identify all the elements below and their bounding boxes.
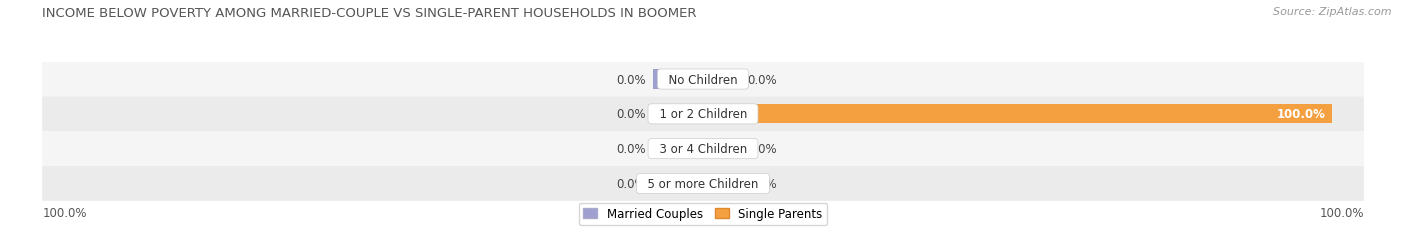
Bar	[652, 105, 703, 124]
FancyBboxPatch shape	[42, 97, 1364, 132]
Text: 0.0%: 0.0%	[617, 73, 647, 86]
Text: 100.0%: 100.0%	[1319, 207, 1364, 219]
Text: Source: ZipAtlas.com: Source: ZipAtlas.com	[1274, 7, 1392, 17]
Text: 0.0%: 0.0%	[747, 143, 776, 155]
FancyBboxPatch shape	[42, 62, 1364, 97]
Text: 0.0%: 0.0%	[617, 177, 647, 190]
FancyBboxPatch shape	[42, 132, 1364, 166]
Text: 100.0%: 100.0%	[42, 207, 87, 219]
Bar	[652, 70, 703, 89]
Text: 0.0%: 0.0%	[747, 177, 776, 190]
Bar	[703, 105, 1333, 124]
Bar	[652, 140, 703, 158]
Text: 0.0%: 0.0%	[617, 143, 647, 155]
Legend: Married Couples, Single Parents: Married Couples, Single Parents	[579, 203, 827, 225]
Bar	[703, 140, 741, 158]
Text: 3 or 4 Children: 3 or 4 Children	[651, 143, 755, 155]
Bar	[703, 174, 741, 193]
FancyBboxPatch shape	[42, 166, 1364, 201]
Text: INCOME BELOW POVERTY AMONG MARRIED-COUPLE VS SINGLE-PARENT HOUSEHOLDS IN BOOMER: INCOME BELOW POVERTY AMONG MARRIED-COUPL…	[42, 7, 697, 20]
Bar	[652, 174, 703, 193]
Text: 0.0%: 0.0%	[747, 73, 776, 86]
Bar	[703, 70, 741, 89]
Text: 1 or 2 Children: 1 or 2 Children	[651, 108, 755, 121]
Text: 100.0%: 100.0%	[1277, 108, 1326, 121]
Text: 0.0%: 0.0%	[617, 108, 647, 121]
Text: No Children: No Children	[661, 73, 745, 86]
Text: 5 or more Children: 5 or more Children	[640, 177, 766, 190]
